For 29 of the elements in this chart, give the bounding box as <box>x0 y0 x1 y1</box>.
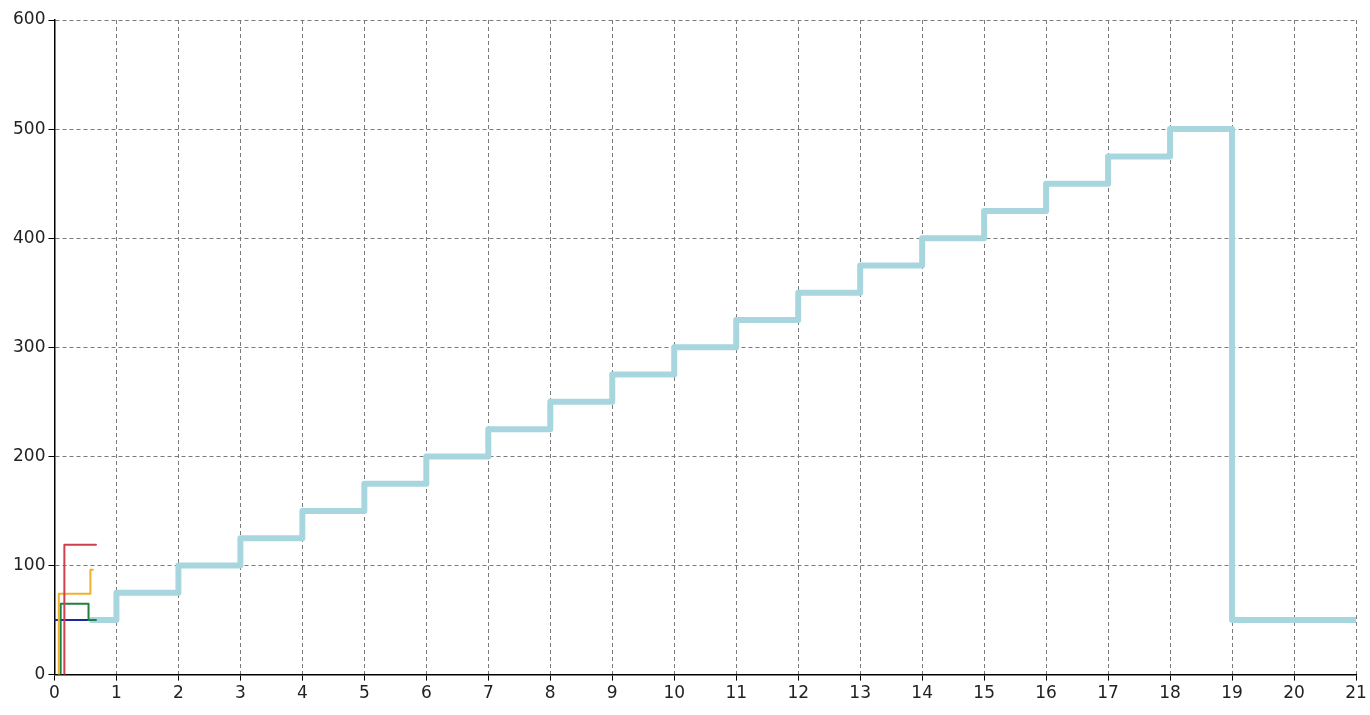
y-tick-label: 100 <box>12 553 46 574</box>
x-tick-label: 0 <box>49 682 60 703</box>
x-tick-label: 15 <box>973 682 995 703</box>
y-tick-label: 0 <box>34 663 46 684</box>
x-tick-label: 10 <box>663 682 686 703</box>
y-tick-label: 300 <box>12 335 46 356</box>
x-tick-label: 4 <box>296 682 308 703</box>
x-tick-label: 8 <box>544 682 556 703</box>
x-tick-label: 2 <box>172 682 184 703</box>
x-tick-label: 9 <box>606 682 618 703</box>
x-tick-label: 16 <box>1035 682 1057 703</box>
x-tick-label: 13 <box>849 682 871 703</box>
x-tick-label: 1 <box>111 682 122 703</box>
x-tick-label: 14 <box>911 682 933 703</box>
x-tick-label: 7 <box>482 682 494 703</box>
x-tick-label: 19 <box>1221 682 1243 703</box>
x-tick-label: 12 <box>787 682 810 703</box>
x-tick-label: 20 <box>1283 682 1305 703</box>
x-tick-label: 17 <box>1097 682 1119 703</box>
y-tick-label: 600 <box>12 8 46 29</box>
y-tick-label: 500 <box>12 117 46 138</box>
x-tick-label: 6 <box>420 682 432 703</box>
y-tick-label: 400 <box>12 226 46 247</box>
x-tick-label: 3 <box>234 682 246 703</box>
x-tick-label: 18 <box>1159 682 1181 703</box>
x-tick-label: 21 <box>1345 682 1367 703</box>
x-tick-label: 5 <box>358 682 370 703</box>
x-tick-label: 11 <box>725 682 748 703</box>
y-tick-label: 200 <box>12 444 46 465</box>
